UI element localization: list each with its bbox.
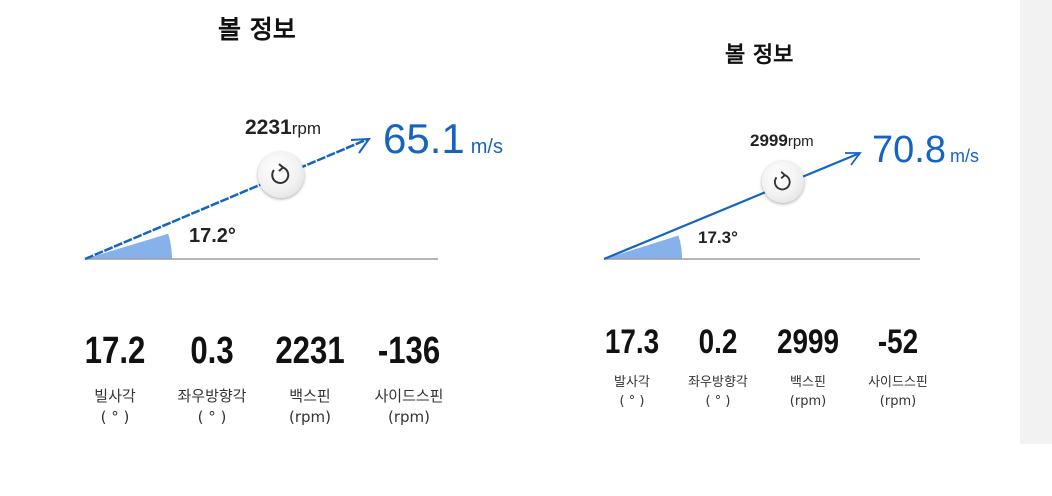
spin-rpm-value: 2231 [245,116,292,139]
counterclockwise-spin-icon [271,163,290,184]
stat-unit: (rpm) [789,394,827,409]
spin-rpm-value: 2999 [750,131,788,150]
launch-angle-wedge [604,235,683,259]
launch-angle-label: 17.2° [189,225,236,247]
launch-diagram [84,137,438,261]
ball-speed-unit: m/s [949,146,979,166]
ball-speed-value: 65.1 [383,115,465,162]
arrow-head-icon [350,137,372,154]
stat-unit: ( ° ) [100,408,130,426]
stat-sidespin: -136 사이드스핀 (rpm) [364,330,454,428]
stat-launch-angle: 17.2 빌사각 ( ° ) [70,330,160,428]
spin-rpm-unit: rpm [291,119,321,138]
counterclockwise-spin-icon [774,171,791,191]
launch-angle-label: 17.3° [698,228,738,247]
launch-angle-wedge [85,233,172,259]
stat-value: 17.3 [604,323,660,361]
spin-rpm-unit: rpm [787,133,814,150]
stat-sidespin: -52 사이드스핀 (rpm) [853,322,943,412]
stat-label: 백스핀 [289,387,331,405]
stat-label: 사이드스핀 [868,375,928,390]
stat-label: 백스핀 [790,375,826,390]
stat-label: 좌우방향각 [177,387,247,405]
spin-rpm-readout: 2231rpm [245,116,321,140]
spin-ball [258,152,304,198]
ball-info-panel-left: 볼 정보 2231rpm 65.1 m/s 17.2° 17.2 빌사각 ( ° … [0,0,520,496]
stat-backspin: 2999 백스핀 (rpm) [763,322,853,412]
trajectory-line [84,137,369,261]
ball-speed-readout: 70.8 m/s [872,129,979,172]
stat-backspin: 2231 백스핀 (rpm) [265,330,355,428]
stat-label: 좌우방향각 [688,375,748,390]
stat-label: 사이드스핀 [374,387,444,405]
stat-value: 2999 [776,323,840,361]
stat-value: 17.2 [84,330,146,372]
stat-side-angle: 0.2 좌우방향각 ( ° ) [673,322,763,412]
stat-unit: (rpm) [288,408,331,426]
stat-value: -136 [377,330,441,372]
ball-speed-unit: m/s [470,136,503,158]
panel-title: 볼 정보 [725,43,794,68]
ball-speed-value: 70.8 [872,129,946,171]
stat-label: 빌사각 [94,387,136,405]
stat-unit: (rpm) [387,408,430,426]
panel-title: 볼 정보 [218,15,296,44]
stat-value: 2231 [275,330,345,372]
ball-speed-readout: 65.1 m/s [383,115,503,163]
stat-value: 0.3 [190,330,234,372]
stat-launch-angle: 17.3 발사각 ( ° ) [587,322,677,412]
stat-label: 발사각 [614,375,650,390]
ball-info-panel-right: 볼 정보 2999rpm 70.8 m/s 17.3° 17.3 발사각 ( ° … [520,0,1020,444]
spin-ball [762,161,804,203]
spin-rpm-readout: 2999rpm [750,131,814,151]
stat-unit: ( ° ) [705,394,731,409]
stat-unit: ( ° ) [197,408,227,426]
stat-value: 0.2 [698,323,738,361]
trajectory-line [603,151,861,261]
stat-side-angle: 0.3 좌우방향각 ( ° ) [167,330,257,428]
stat-unit: ( ° ) [619,394,645,409]
launch-diagram [603,151,920,261]
arrow-head-icon [845,152,862,166]
stat-unit: (rpm) [879,394,917,409]
stat-value: -52 [877,323,919,361]
